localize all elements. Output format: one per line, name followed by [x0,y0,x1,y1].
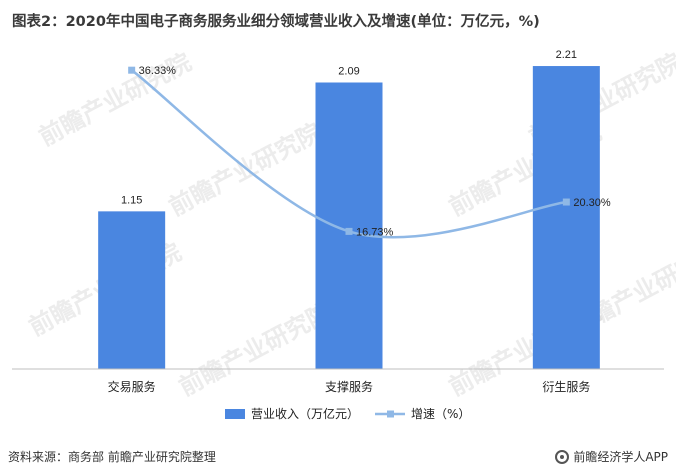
line-point [345,227,353,235]
bar-value-label: 1.15 [121,194,142,206]
bar [315,82,383,369]
line-value-label: 16.73% [356,226,394,238]
app-credit: 前瞻经济学人APP [555,448,668,465]
chart-area: 1.15 2.09 2.21 交易服务 支撑服务 衍生服务 36.33% 16.73% 20.3… [12,49,664,421]
bar-value-label: 2.21 [556,49,577,61]
source-note: 资料来源：商务部 前瞻产业研究院整理 [8,450,216,464]
legend-line-label: 增速（%） [411,407,470,421]
bar [532,66,600,369]
brand-logo-icon [555,449,570,464]
legend-bar-swatch [225,409,245,419]
line-point [562,198,570,206]
line-value-label: 36.33% [139,65,177,77]
legend-line-marker [387,410,394,418]
line-value-label: 20.30% [573,197,611,209]
x-tick-label: 交易服务 [108,379,156,394]
bar [98,211,166,369]
legend-bar-label: 营业收入（万亿元） [251,406,359,421]
bar-value-label: 2.09 [338,65,359,77]
x-tick-label: 衍生服务 [542,379,590,394]
chart-title: 图表2：2020年中国电子商务服务业细分领域营业收入及增速(单位：万亿元，%) [12,14,540,30]
line-point [128,66,136,74]
footer: 资料来源：商务部 前瞻产业研究院整理 前瞻经济学人APP [8,446,668,468]
app-name: 前瞻经济学人APP [573,450,668,464]
x-tick-label: 支撑服务 [325,379,373,394]
